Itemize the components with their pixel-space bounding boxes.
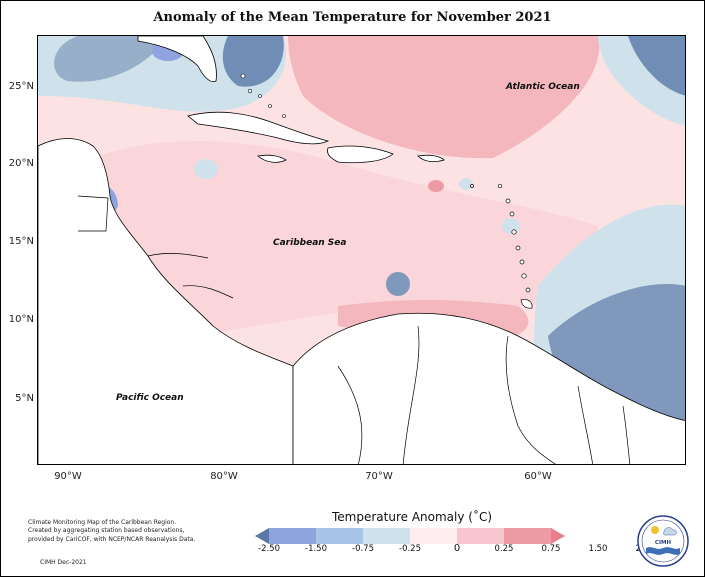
legend-tick-label: 1.50: [588, 544, 608, 554]
map-notes: Climate Monitoring Map of the Caribbean …: [28, 519, 195, 544]
cloud-icon: [663, 527, 677, 536]
land-puerto-rico: [417, 154, 445, 163]
legend-tick-label: -1.50: [305, 544, 327, 554]
land-jamaica: [257, 154, 287, 163]
y-axis-label: 15°N: [8, 236, 34, 247]
border-line: [505, 335, 556, 464]
land-florida: [137, 36, 217, 83]
legend-swatch: [316, 528, 364, 544]
x-axis-label: 90°W: [54, 471, 82, 482]
legend-swatch: [551, 528, 565, 544]
border-line: [147, 253, 209, 259]
y-axis-label: 20°N: [8, 158, 34, 169]
legend-tick-label: 0.75: [541, 544, 561, 554]
legend-swatch: [255, 528, 269, 544]
sun-icon: [651, 526, 659, 534]
legend-tick-label: -2.50: [258, 544, 280, 554]
y-axis-label: 25°N: [8, 81, 34, 92]
y-axis-label: 10°N: [8, 314, 34, 325]
x-axis-label: 80°W: [210, 471, 238, 482]
lesser-antilles: [470, 183, 531, 293]
legend-colorbar: [255, 528, 565, 544]
bahamas: [240, 73, 286, 118]
anomaly-region: [628, 36, 685, 96]
land-central-america: [38, 138, 294, 464]
border-line: [577, 385, 594, 464]
cimh-logo: CIMH: [637, 515, 689, 567]
border-line: [182, 285, 234, 299]
note-line: Climate Monitoring Map of the Caribbean …: [28, 519, 177, 526]
map-title: Anomaly of the Mean Temperature for Nove…: [153, 10, 552, 25]
border-line: [622, 405, 631, 464]
anomaly-map: Atlantic Ocean Caribbean Sea Pacific Oce…: [37, 35, 686, 465]
land-trinidad: [520, 299, 533, 309]
legend-swatch: [457, 528, 505, 544]
legend-swatch: [410, 528, 458, 544]
legend-swatch: [269, 528, 317, 544]
atlantic-ocean-label: Atlantic Ocean: [506, 82, 580, 92]
land-south-america: [292, 312, 685, 464]
map-canvas: [38, 36, 685, 464]
caribbean-sea-label: Caribbean Sea: [273, 238, 347, 248]
pacific-ocean-label: Pacific Ocean: [116, 393, 184, 403]
anomaly-region: [386, 272, 410, 296]
legend-swatch: [363, 528, 411, 544]
land-cuba: [187, 111, 330, 145]
x-axis-label: 70°W: [365, 471, 393, 482]
legend-tick-label: 0.25: [494, 544, 514, 554]
land-hispaniola: [327, 145, 394, 164]
logo-text: CIMH: [655, 540, 672, 546]
wave-icon: [646, 547, 680, 555]
border-line: [402, 325, 420, 464]
anomaly-region: [54, 36, 168, 82]
legend-tick-label: 0: [453, 543, 461, 554]
legend-title: Temperature Anomaly (˚C): [331, 510, 493, 524]
anomaly-region: [502, 218, 520, 234]
anomaly-region: [194, 159, 218, 179]
border-line: [337, 365, 363, 464]
note-line: provided by CariCOF, with NCEP/NCAR Rean…: [28, 535, 196, 543]
note-line: Created by aggregating station based obs…: [28, 527, 185, 535]
legend-tick-label: -0.25: [399, 544, 421, 554]
anomaly-region: [288, 36, 600, 159]
anomaly-region: [428, 180, 444, 192]
anomaly-region: [98, 140, 598, 336]
x-axis-label: 60°W: [524, 471, 552, 482]
anomaly-region: [459, 178, 473, 190]
anomaly-region: [222, 36, 284, 87]
y-axis-label: 5°N: [15, 393, 34, 404]
credit-text: CIMH Dec-2021: [40, 559, 87, 566]
legend-tick-label: -0.75: [352, 544, 374, 554]
legend-swatch: [504, 528, 552, 544]
border-line: [77, 195, 109, 232]
